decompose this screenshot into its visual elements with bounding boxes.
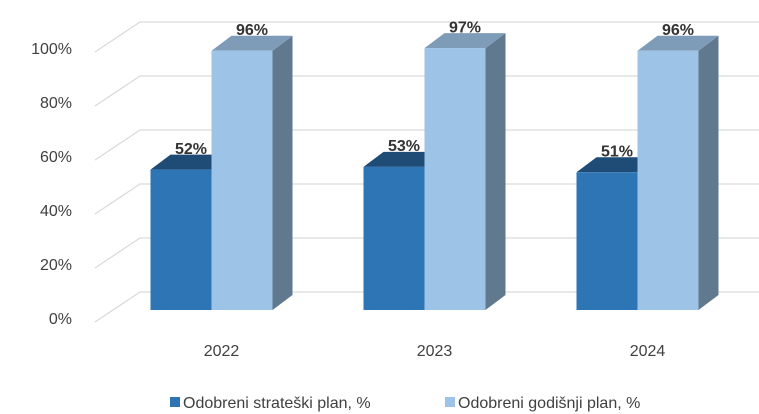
x-tick-label: 2024: [630, 343, 666, 360]
bar-face: [698, 35, 719, 311]
legend-swatch: [170, 397, 180, 407]
y-tick-label: 80%: [40, 95, 72, 112]
y-tick-label: 20%: [40, 257, 72, 274]
legend-swatch: [445, 397, 455, 407]
bar: [424, 33, 506, 310]
value-label: 96%: [662, 22, 694, 39]
bar-face: [424, 48, 486, 310]
bar: [637, 35, 719, 311]
bar-face: [150, 169, 212, 310]
bar-face: [637, 35, 719, 51]
bar-face: [424, 33, 506, 49]
grid-line: [94, 291, 759, 323]
value-label: 52%: [175, 141, 207, 158]
bar-face: [211, 35, 293, 51]
bar-face: [211, 50, 273, 311]
grid-line: [94, 75, 759, 107]
value-label: 96%: [236, 22, 268, 39]
value-label: 51%: [601, 144, 633, 161]
grid-line: [94, 21, 759, 53]
bar: [211, 35, 293, 311]
bar-face: [637, 50, 699, 311]
y-tick-label: 60%: [40, 149, 72, 166]
legend-label: Odobreni strateški plan, %: [183, 395, 371, 412]
value-label: 97%: [449, 19, 481, 36]
bar-face: [150, 154, 232, 170]
bar-face: [363, 166, 425, 310]
grid-line: [94, 129, 759, 161]
grid-line: [94, 183, 759, 215]
y-tick-label: 40%: [40, 203, 72, 220]
value-label: 53%: [388, 138, 420, 155]
bar-face: [576, 157, 658, 173]
bar-face: [272, 35, 293, 311]
bar-face: [576, 172, 638, 310]
legend-label: Odobreni godišnji plan, %: [458, 395, 640, 412]
grid-line: [94, 237, 759, 269]
y-tick-label: 100%: [31, 41, 72, 58]
x-tick-label: 2022: [204, 343, 240, 360]
bar-face: [485, 33, 506, 310]
y-tick-label: 0%: [49, 311, 72, 328]
x-tick-label: 2023: [417, 343, 453, 360]
bar-face: [363, 151, 445, 167]
